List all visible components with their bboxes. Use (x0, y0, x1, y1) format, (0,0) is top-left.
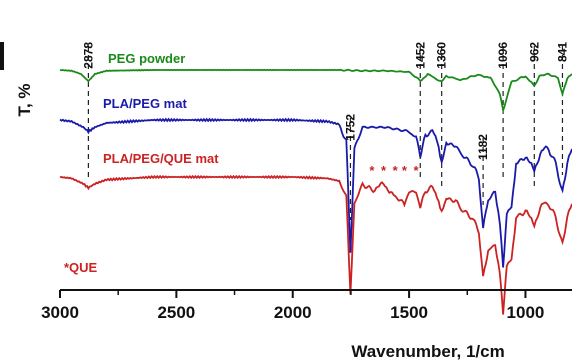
series-line-3 (59, 174, 572, 315)
x-tick-label-1000: 1000 (507, 303, 545, 322)
x-tick-label-3000: 3000 (41, 303, 79, 322)
asterisk-marker: * (381, 163, 387, 178)
peak-markers: 2878 1452 1360 1096 962 841 1752 1182 (81, 42, 569, 220)
peak-label-1752: 1752 (343, 114, 357, 141)
peak-label-962: 962 (527, 42, 541, 62)
series-layer: PEG powder PLA/PEG mat PLA/PEG/QUE mat (59, 51, 572, 315)
asterisk-marker: * (393, 163, 399, 178)
y-axis-title: T, % (15, 83, 34, 116)
series-label-1: PEG powder (108, 51, 185, 66)
peak-label-1452: 1452 (413, 42, 427, 69)
series-label-3: PLA/PEG/QUE mat (103, 151, 219, 166)
que-note: *QUE (64, 260, 98, 275)
peak-label-2878: 2878 (81, 42, 95, 69)
series-line-2 (59, 117, 572, 268)
x-tick-label-1500: 1500 (390, 303, 428, 322)
peak-label-1182: 1182 (476, 134, 490, 160)
x-axis: 3000 2500 2000 1500 1000 (0, 42, 572, 322)
x-axis-title: Wavenumber, 1/cm (351, 342, 504, 361)
asterisk-marker: * (414, 163, 420, 178)
peak-label-1096: 1096 (496, 42, 510, 69)
x-tick-label-2500: 2500 (157, 303, 195, 322)
asterisk-marker: * (369, 163, 375, 178)
series-label-2: PLA/PEG mat (103, 96, 187, 111)
annotations: *QUE* * * * * (64, 163, 420, 275)
peak-label-1360: 1360 (435, 42, 449, 69)
asterisk-marker: * (402, 163, 408, 178)
series-line-1 (59, 68, 572, 114)
peak-label-841: 841 (555, 42, 569, 62)
x-tick-label-2000: 2000 (274, 303, 312, 322)
